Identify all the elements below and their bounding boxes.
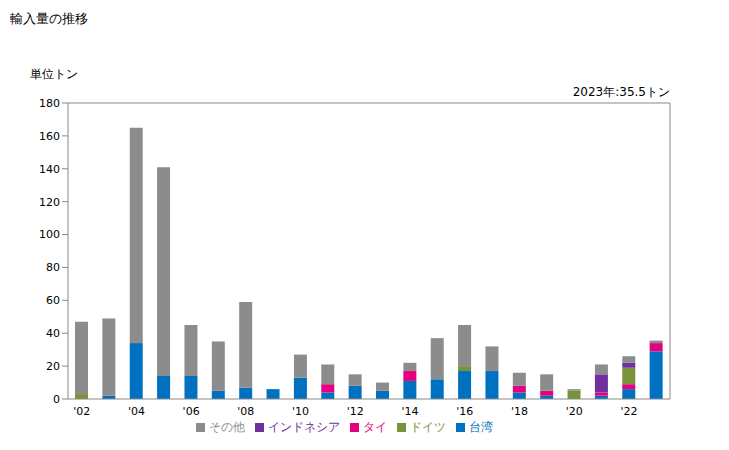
svg-text:'12: '12 — [347, 405, 364, 418]
svg-text:120: 120 — [39, 196, 60, 209]
html-text:ドイツ: ドイツ — [410, 420, 446, 434]
html-text:その他: その他 — [209, 420, 245, 434]
svg-text:'22: '22 — [620, 405, 637, 418]
svg-text:'20: '20 — [566, 405, 583, 418]
svg-text:'16: '16 — [456, 405, 473, 418]
svg-text:'08: '08 — [237, 405, 254, 418]
svg-text:'02: '02 — [73, 405, 90, 418]
svg-text:160: 160 — [39, 130, 60, 143]
svg-text:40: 40 — [46, 327, 60, 340]
svg-text:60: 60 — [46, 294, 60, 307]
svg-text:100: 100 — [39, 228, 60, 241]
html-text:インドネシア: インドネシア — [268, 420, 340, 434]
svg-text:'10: '10 — [292, 405, 309, 418]
html-text:タイ: タイ — [363, 420, 387, 434]
svg-text:140: 140 — [39, 163, 60, 176]
svg-text:20: 20 — [46, 360, 60, 373]
html-text:輸入量の推移: 輸入量の推移 — [10, 11, 88, 26]
svg-text:0: 0 — [53, 393, 60, 406]
svg-text:'14: '14 — [402, 405, 419, 418]
svg-text:80: 80 — [46, 261, 60, 274]
html-text:単位トン: 単位トン — [30, 67, 78, 81]
svg-text:'06: '06 — [183, 405, 200, 418]
svg-text:'18: '18 — [511, 405, 528, 418]
svg-text:180: 180 — [39, 97, 60, 110]
svg-text:'04: '04 — [128, 405, 145, 418]
html-text:2023年:35.5トン: 2023年:35.5トン — [572, 85, 670, 99]
html-text:台湾: 台湾 — [469, 420, 493, 434]
